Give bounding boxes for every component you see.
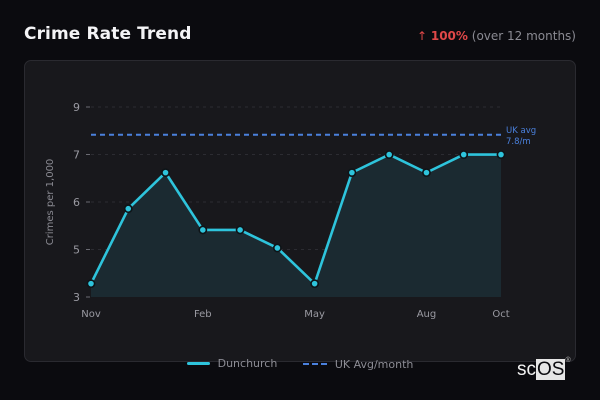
data-point[interactable]: [86, 279, 96, 289]
data-point[interactable]: [422, 168, 431, 178]
delta-period: (over 12 months): [471, 29, 576, 43]
x-tick-label: Nov: [81, 309, 101, 320]
data-point[interactable]: [459, 150, 469, 159]
legend-label: Dunchurch: [217, 357, 278, 370]
up-arrow-icon: ↑: [416, 29, 428, 43]
data-point[interactable]: [161, 168, 170, 178]
x-tick-label: Aug: [417, 309, 437, 320]
data-point[interactable]: [496, 150, 506, 159]
x-tick-label: Feb: [194, 309, 212, 320]
legend-item-uk-avg[interactable]: UK Avg/month: [302, 357, 414, 371]
data-point[interactable]: [235, 225, 245, 235]
data-point[interactable]: [272, 243, 282, 253]
y-axis-label: Crimes per 1,000: [45, 159, 56, 246]
data-points: [86, 150, 506, 289]
data-point[interactable]: [198, 225, 208, 235]
uk-average-label: UK avg: [506, 126, 536, 136]
trend-summary: ↑ 100% (over 12 months): [417, 29, 576, 43]
y-tick-label: 7: [73, 149, 80, 162]
y-tick-label: 3: [73, 291, 80, 304]
legend-item-dunchurch[interactable]: Dunchurch: [186, 357, 278, 370]
area-fill: [91, 154, 501, 297]
series-line-dunchurch: [89, 153, 501, 285]
y-tick-label: 5: [73, 244, 80, 257]
y-tick-label: 9: [73, 101, 80, 114]
page-title: Crime Rate Trend: [24, 24, 192, 44]
y-axis: 3 5 6 7 9: [73, 101, 90, 304]
chart-legend: Dunchurch UK Avg/month: [0, 355, 600, 371]
solid-line-swatch-icon: [186, 362, 210, 365]
data-point[interactable]: [384, 150, 394, 159]
dashed-line-swatch-icon: [302, 363, 327, 365]
y-tick-label: 6: [73, 196, 80, 209]
uk-average-value: 7.8/m: [506, 137, 531, 147]
data-point[interactable]: [310, 279, 320, 289]
x-axis: Nov Feb May Aug Oct: [81, 309, 509, 320]
data-point[interactable]: [347, 168, 357, 178]
brand-logo: scOS®: [517, 357, 571, 381]
legend-label: UK Avg/month: [334, 357, 414, 371]
logo-prefix: sc: [517, 359, 536, 380]
data-point[interactable]: [123, 204, 133, 214]
logo-box: OS: [536, 359, 566, 380]
x-tick-label: Oct: [492, 309, 509, 320]
x-tick-label: May: [304, 309, 325, 320]
registered-mark-icon: ®: [565, 357, 571, 364]
delta-percentage: 100%: [430, 29, 468, 43]
gridlines: [91, 106, 501, 250]
